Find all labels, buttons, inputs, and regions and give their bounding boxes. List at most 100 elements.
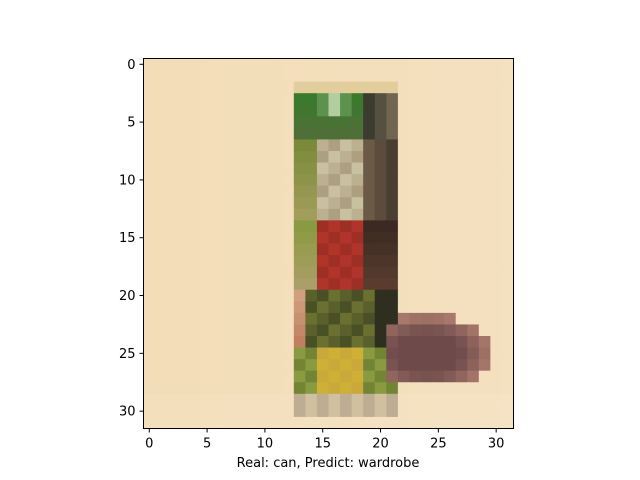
image-pixel xyxy=(501,139,515,152)
image-pixel xyxy=(432,243,445,256)
image-pixel xyxy=(444,359,457,372)
image-pixel xyxy=(178,197,191,210)
image-pixel xyxy=(432,185,445,198)
image-pixel xyxy=(351,70,364,83)
image-pixel xyxy=(501,58,515,71)
image-pixel xyxy=(328,139,341,152)
image-pixel xyxy=(374,243,387,256)
image-pixel xyxy=(328,185,341,198)
image-pixel xyxy=(501,231,515,245)
image-pixel xyxy=(178,312,191,326)
image-pixel xyxy=(455,347,468,360)
image-pixel xyxy=(259,278,272,291)
image-pixel xyxy=(432,220,445,233)
image-pixel xyxy=(467,324,480,337)
image-pixel xyxy=(316,416,330,430)
image-pixel xyxy=(340,359,353,372)
image-pixel xyxy=(455,162,468,175)
image-pixel xyxy=(224,382,237,395)
image-pixel xyxy=(155,174,168,187)
y-tick-label: 30 xyxy=(119,405,136,420)
image-pixel xyxy=(397,70,411,83)
image-pixel xyxy=(363,139,376,152)
image-pixel xyxy=(455,359,468,372)
image-pixel xyxy=(316,139,330,152)
image-pixel xyxy=(409,278,422,291)
image-pixel xyxy=(467,359,480,372)
image-pixel xyxy=(212,416,226,430)
image-pixel xyxy=(328,81,341,94)
image-pixel xyxy=(351,266,364,279)
image-pixel xyxy=(270,162,283,175)
image-pixel xyxy=(444,231,457,245)
image-pixel xyxy=(155,289,168,302)
image-pixel xyxy=(259,231,272,245)
image-pixel xyxy=(155,405,168,418)
image-pixel xyxy=(421,312,434,326)
image-pixel xyxy=(143,312,156,326)
image-pixel xyxy=(501,416,515,430)
image-pixel xyxy=(421,405,434,418)
image-pixel xyxy=(293,139,306,152)
image-pixel xyxy=(212,278,226,291)
image-pixel xyxy=(155,197,168,210)
image-pixel xyxy=(363,289,376,302)
image-pixel xyxy=(316,278,330,291)
image-pixel xyxy=(236,278,249,291)
image-pixel xyxy=(444,127,457,141)
image-pixel xyxy=(282,151,295,164)
image-pixel xyxy=(189,347,202,360)
image-pixel xyxy=(143,370,156,383)
image-pixel xyxy=(444,208,457,221)
image-pixel xyxy=(293,266,306,279)
image-pixel xyxy=(259,243,272,256)
image-pixel xyxy=(455,289,468,302)
image-pixel xyxy=(305,162,318,175)
image-pixel xyxy=(212,70,226,83)
image-pixel xyxy=(293,347,306,360)
image-pixel xyxy=(467,255,480,268)
image-pixel xyxy=(501,289,515,302)
image-pixel xyxy=(282,255,295,268)
image-pixel xyxy=(212,324,226,337)
image-pixel xyxy=(178,116,191,129)
image-pixel xyxy=(270,266,283,279)
image-pixel xyxy=(189,174,202,187)
image-pixel xyxy=(328,278,341,291)
image-pixel xyxy=(178,104,191,117)
image-pixel xyxy=(328,336,341,349)
image-pixel xyxy=(444,289,457,302)
image-pixel xyxy=(201,231,214,245)
image-pixel xyxy=(259,197,272,210)
image-pixel xyxy=(143,70,156,83)
image-pixel xyxy=(478,405,491,418)
image-pixel xyxy=(212,58,226,71)
image-pixel xyxy=(155,93,168,106)
image-pixel xyxy=(305,174,318,187)
image-pixel xyxy=(374,370,387,383)
image-pixel xyxy=(490,58,503,71)
image-pixel xyxy=(386,162,399,175)
image-pixel xyxy=(455,416,468,430)
image-pixel xyxy=(455,93,468,106)
image-pixel xyxy=(467,197,480,210)
image-pixel xyxy=(224,416,237,430)
image-pixel xyxy=(421,324,434,337)
image-pixel xyxy=(143,58,156,71)
image-pixel xyxy=(155,324,168,337)
image-pixel xyxy=(178,58,191,71)
image-pixel xyxy=(259,416,272,430)
image-pixel xyxy=(316,359,330,372)
image-pixel xyxy=(455,255,468,268)
image-pixel xyxy=(316,324,330,337)
image-pixel xyxy=(201,197,214,210)
image-pixel xyxy=(259,174,272,187)
image-pixel xyxy=(166,301,179,314)
image-pixel xyxy=(363,208,376,221)
image-pixel xyxy=(363,336,376,349)
image-pixel xyxy=(490,116,503,129)
image-pixel xyxy=(409,93,422,106)
image-pixel xyxy=(501,393,515,406)
image-pixel xyxy=(224,185,237,198)
image-pixel xyxy=(178,162,191,175)
